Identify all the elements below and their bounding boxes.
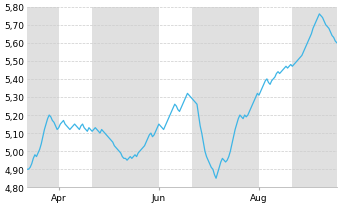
- Bar: [337, 8, 341, 187]
- Bar: [292, 8, 337, 187]
- Bar: [27, 8, 59, 187]
- Bar: [192, 8, 259, 187]
- Bar: [92, 8, 159, 187]
